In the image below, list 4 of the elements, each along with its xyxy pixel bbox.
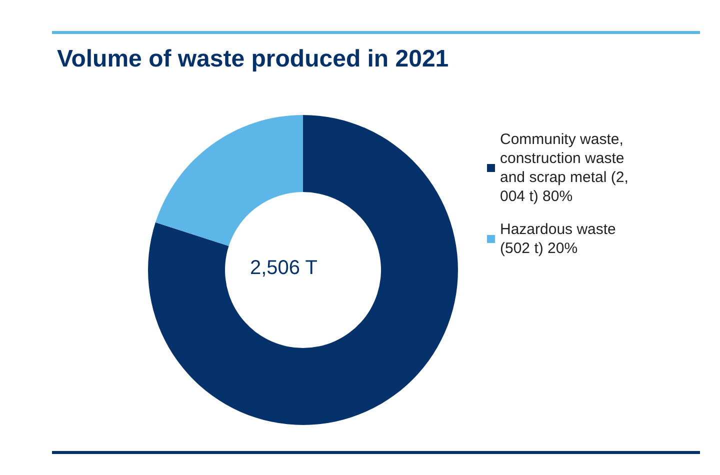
- legend-label: Community waste, construction waste and scrap metal (2,004 t) 80%: [500, 131, 628, 205]
- legend-label: Hazardous waste (502 t) 20%: [500, 221, 620, 257]
- chart-title: Volume of waste produced in 2021: [57, 46, 449, 72]
- text: 2,506 T: [250, 257, 318, 279]
